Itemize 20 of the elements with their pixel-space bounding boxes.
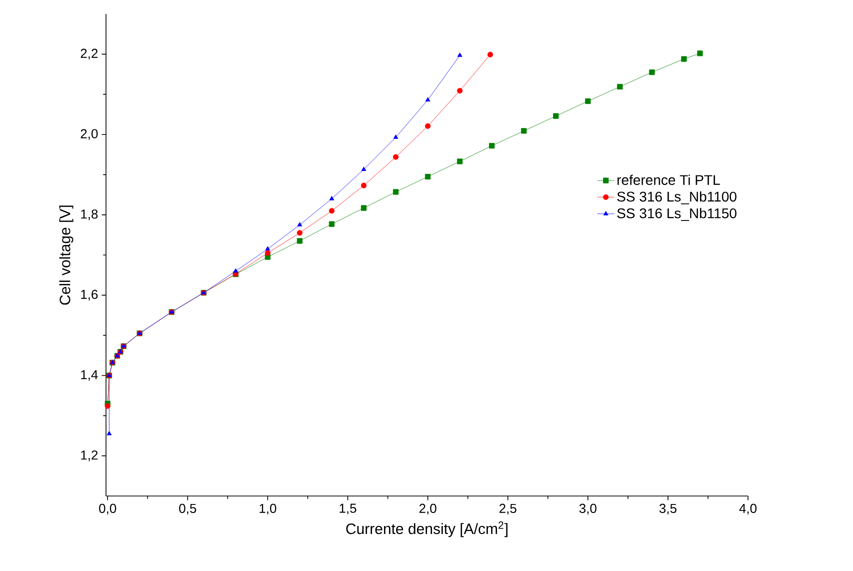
y-tick-label: 1,8	[81, 209, 98, 220]
x-tick-label: 1,5	[340, 504, 356, 514]
y-tick-label: 2,2	[80, 48, 98, 60]
y-axis-title: Cell voltage [V]	[59, 206, 74, 305]
x-tick-label: 2,0	[419, 504, 436, 515]
x-tick-label: 0,0	[99, 504, 116, 515]
y-tick-label: 2,0	[80, 129, 98, 140]
y-tick-label: 1,6	[81, 290, 98, 301]
y-tick-label: 1,4	[81, 370, 98, 381]
x-tick-label: 3,0	[579, 504, 596, 515]
legend-label: reference Ti PTL	[618, 174, 720, 185]
x-axis-title: Currente density [A/cm$^{2}$]	[346, 521, 508, 538]
x-tick-label: 2,5	[499, 504, 516, 515]
y-tick-label: 1,2	[81, 450, 98, 462]
legend-label: SS 316 Ls_Nb1100	[617, 191, 736, 204]
x-tick-label: 4,0	[739, 504, 757, 515]
x-tick-label: 3,5	[659, 504, 676, 515]
x-tick-label: 1,0	[260, 504, 276, 515]
x-tick-label: 0,5	[179, 504, 196, 515]
legend-label: SS 316 Ls_Nb1150	[617, 208, 736, 221]
